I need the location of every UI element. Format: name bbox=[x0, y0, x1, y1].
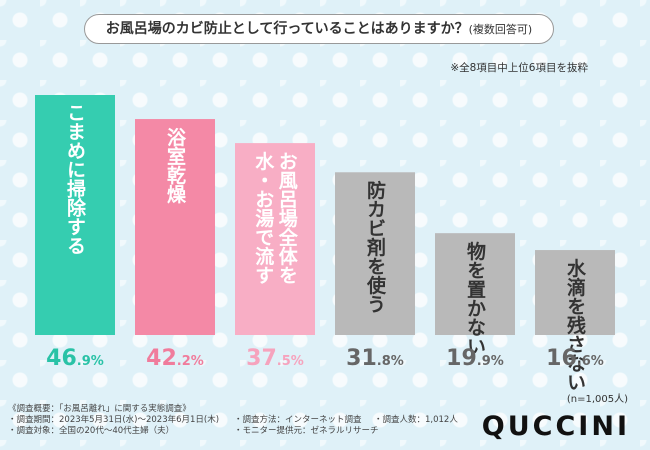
bar-4 bbox=[335, 172, 415, 335]
footer-row: ・調査期間：2023年5月31日(水)～2023年6月1日(木) ・調査方法：イン… bbox=[8, 415, 458, 426]
footer-method: ・調査方法：インターネット調査 bbox=[234, 415, 362, 425]
bar-label-4: 防カビ剤を使う bbox=[364, 179, 387, 313]
chart-title: お風呂場のカビ防止として行っていることはありますか？(複数回答可) bbox=[84, 14, 554, 44]
bar-label-2: 浴室乾燥 bbox=[164, 127, 186, 204]
bar-label-1: こまめに掃除する bbox=[64, 103, 86, 255]
value-label-1: 46.9% bbox=[46, 346, 104, 371]
bar-2 bbox=[135, 119, 215, 335]
footer-provider: ・モニター提供元：ゼネラルリサーチ bbox=[234, 426, 379, 436]
value-label-2: 42.2% bbox=[146, 346, 204, 371]
footer-overview: 《調査概要：「お風呂離れ」に関する実態調査》 bbox=[8, 404, 191, 414]
brand-logo: QUCCINI bbox=[481, 411, 630, 442]
footer-count: ・調査人数：1,012人 bbox=[374, 415, 458, 425]
value-label-3: 37.5% bbox=[246, 346, 304, 371]
bar-label-3: 水・お湯で流す bbox=[252, 151, 274, 284]
footer-row: 《調査概要：「お風呂離れ」に関する実態調査》 bbox=[8, 404, 458, 415]
bar-5 bbox=[435, 233, 515, 335]
survey-footer: 《調査概要：「お風呂離れ」に関する実態調査》 ・調査期間：2023年5月31日(… bbox=[8, 404, 458, 437]
footer-row: ・調査対象：全国の20代～40代主婦（夫） ・モニター提供元：ゼネラルリサーチ bbox=[8, 426, 458, 437]
footer-target: ・調査対象：全国の20代～40代主婦（夫） bbox=[8, 426, 175, 436]
footer-period: ・調査期間：2023年5月31日(水)～2023年6月1日(木) bbox=[8, 415, 220, 425]
title-sub: (複数回答可) bbox=[468, 23, 533, 36]
bar-1 bbox=[35, 95, 115, 335]
sample-size-note: (n=1,005人) bbox=[566, 394, 628, 405]
selection-note: ※全8項目中上位6項目を抜粋 bbox=[450, 62, 588, 74]
bar-6 bbox=[535, 250, 615, 335]
bar-label-6: 水滴を残さない bbox=[564, 258, 586, 391]
bar-label-5: 物を置かない bbox=[464, 240, 486, 355]
title-main: お風呂場のカビ防止として行っていることはありますか？ bbox=[105, 21, 469, 37]
bar-3 bbox=[235, 143, 315, 335]
value-label-5: 19.9% bbox=[446, 346, 504, 371]
bar-label-3: お風呂場全体を bbox=[276, 151, 299, 284]
value-label-6: 16.6% bbox=[546, 346, 604, 371]
value-label-4: 31.8% bbox=[346, 346, 404, 371]
